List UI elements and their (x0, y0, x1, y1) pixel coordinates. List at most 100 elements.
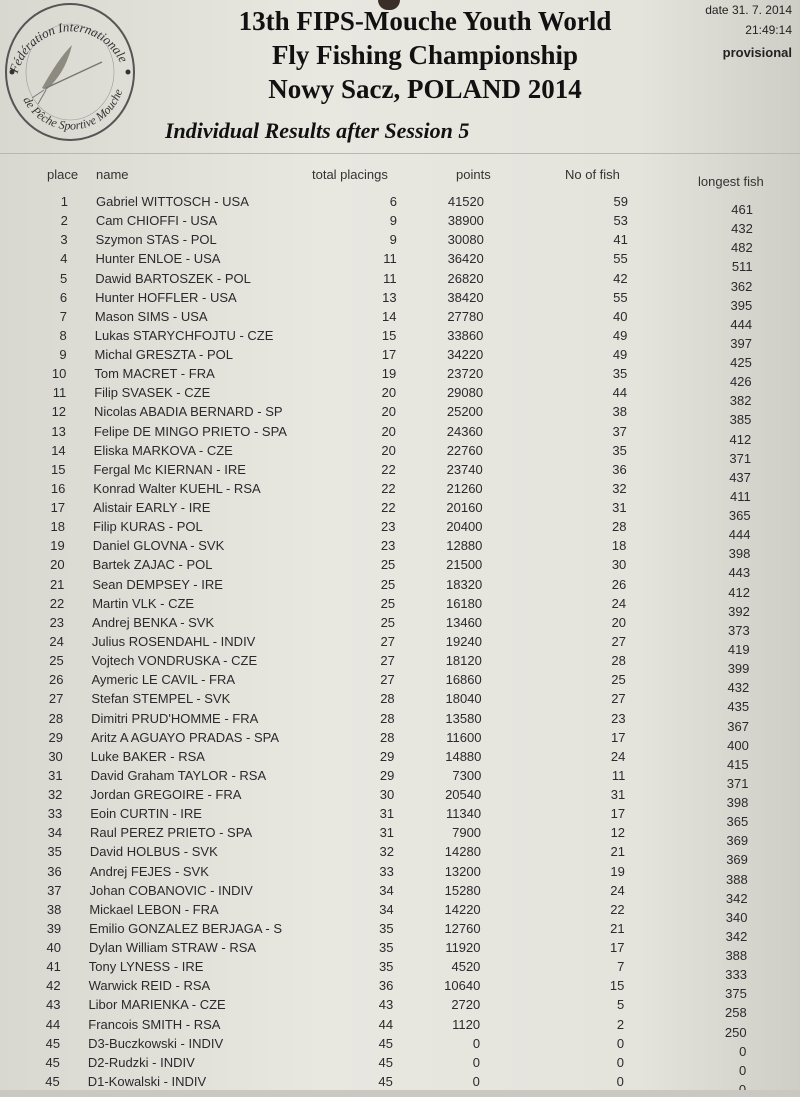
cell-longest-fish: 395 (730, 297, 753, 313)
cell-no-of-fish: 53 (613, 213, 628, 229)
cell-name: Andrej FEJES - SVK (89, 863, 209, 879)
cell-no-of-fish: 23 (611, 710, 626, 726)
cell-points: 18320 (446, 576, 483, 592)
cell-longest-fish: 385 (729, 412, 752, 428)
cell-name: Vojtech VONDRUSKA - CZE (91, 653, 258, 669)
cell-name: Michal GRESZTA - POL (94, 347, 234, 363)
cell-place: 4 (60, 251, 68, 267)
cell-place: 19 (50, 538, 65, 554)
cell-points: 25200 (446, 404, 484, 420)
cell-place: 45 (45, 1073, 60, 1089)
cell-longest-fish: 373 (728, 622, 750, 638)
cell-no-of-fish: 28 (612, 519, 627, 535)
cell-longest-fish: 398 (728, 546, 751, 562)
cell-points: 16860 (445, 672, 482, 688)
cell-total-placings: 25 (380, 595, 396, 611)
cell-total-placings: 34 (379, 882, 394, 898)
cell-total-placings: 32 (379, 844, 394, 860)
cell-longest-fish: 412 (729, 431, 752, 447)
cell-no-of-fish: 25 (611, 672, 626, 688)
cell-place: 40 (46, 940, 61, 956)
cell-place: 3 (60, 232, 68, 248)
cell-place: 9 (59, 347, 67, 363)
cell-no-of-fish: 44 (612, 385, 628, 401)
cell-no-of-fish: 20 (611, 614, 627, 630)
cell-name: Filip KURAS - POL (92, 519, 203, 535)
cell-total-placings: 36 (378, 978, 394, 994)
cell-points: 1120 (452, 1016, 481, 1032)
cell-points: 41520 (447, 194, 484, 209)
cell-total-placings: 27 (380, 653, 395, 669)
col-header-total-placings: total placings (312, 167, 388, 182)
cell-place: 22 (49, 595, 65, 611)
cell-longest-fish: 432 (727, 680, 750, 696)
cell-no-of-fish: 26 (611, 576, 627, 592)
cell-name: Tom MACRET - FRA (94, 366, 215, 382)
cell-place: 6 (59, 289, 68, 305)
cell-points: 0 (472, 1073, 480, 1089)
cell-name: Jordan GREGOIRE - FRA (90, 787, 242, 803)
cell-total-placings: 22 (381, 500, 396, 516)
cell-total-placings: 23 (380, 538, 396, 554)
cell-name: Filip SVASEK - CZE (94, 385, 211, 401)
cell-place: 30 (48, 748, 63, 764)
cell-points: 4520 (451, 959, 481, 975)
cell-place: 45 (45, 1054, 60, 1070)
cell-longest-fish: 426 (729, 374, 752, 390)
cell-name: Dimitri PRUD'HOMME - FRA (91, 710, 259, 726)
cell-points: 7300 (452, 767, 482, 783)
cell-longest-fish: 0 (739, 1043, 747, 1059)
cell-points: 0 (472, 1054, 480, 1070)
cell-no-of-fish: 35 (612, 442, 627, 458)
cell-total-placings: 19 (381, 366, 397, 382)
cell-name: Eliska MARKOVA - CZE (93, 442, 233, 458)
title-line-1: 13th FIPS-Mouche Youth World (238, 6, 612, 36)
cell-longest-fish: 375 (725, 986, 747, 1002)
cell-name: Libor MARIENKA - CZE (88, 997, 226, 1013)
cell-longest-fish: 371 (726, 775, 749, 791)
cell-total-placings: 25 (380, 557, 396, 573)
cell-no-of-fish: 15 (609, 978, 625, 994)
cell-points: 15280 (444, 882, 481, 898)
cell-total-placings: 35 (379, 920, 394, 936)
cell-points: 12760 (444, 920, 481, 936)
cell-name: Felipe DE MINGO PRIETO - SPA (93, 423, 287, 439)
cell-place: 31 (48, 767, 63, 783)
cell-name: D3-Buczkowski - INDIV (88, 1035, 224, 1051)
cell-place: 16 (50, 480, 66, 496)
col-header-longest-fish: longest fish (698, 174, 764, 189)
cell-no-of-fish: 55 (613, 251, 628, 267)
punch-hole (378, 0, 400, 10)
cell-points: 14220 (444, 901, 481, 917)
cell-total-placings: 35 (378, 959, 394, 975)
cell-place: 42 (46, 978, 61, 994)
col-header-points: points (456, 167, 491, 182)
cell-longest-fish: 333 (725, 967, 747, 983)
cell-place: 34 (47, 825, 63, 841)
cell-points: 21500 (446, 557, 483, 573)
cell-longest-fish: 369 (726, 852, 748, 868)
cell-no-of-fish: 27 (611, 691, 626, 707)
cell-place: 18 (50, 519, 65, 535)
cell-points: 19240 (445, 633, 482, 649)
cell-name: Konrad Walter KUEHL - RSA (93, 480, 261, 496)
cell-total-placings: 27 (380, 633, 395, 649)
cell-total-placings: 14 (382, 308, 397, 324)
cell-longest-fish: 340 (725, 909, 748, 925)
cell-total-placings: 31 (379, 825, 395, 841)
cell-total-placings: 28 (380, 710, 395, 726)
cell-no-of-fish: 17 (610, 806, 626, 822)
cell-no-of-fish: 0 (616, 1073, 624, 1089)
cell-name: Fergal Mc KIERNAN - IRE (93, 461, 246, 477)
cell-longest-fish: 365 (728, 508, 751, 524)
cell-place: 5 (60, 270, 68, 286)
cell-points: 11920 (445, 940, 481, 956)
cell-no-of-fish: 17 (611, 729, 626, 745)
cell-total-placings: 17 (381, 347, 397, 363)
fips-mouche-logo: Fédération Internationale de Pêche Sport… (5, 3, 135, 141)
cell-name: Stefan STEMPEL - SVK (91, 691, 231, 707)
cell-total-placings: 45 (378, 1073, 393, 1089)
cell-name: Warwick REID - RSA (88, 978, 211, 994)
cell-total-placings: 31 (379, 806, 395, 822)
cell-points: 10640 (444, 978, 481, 994)
